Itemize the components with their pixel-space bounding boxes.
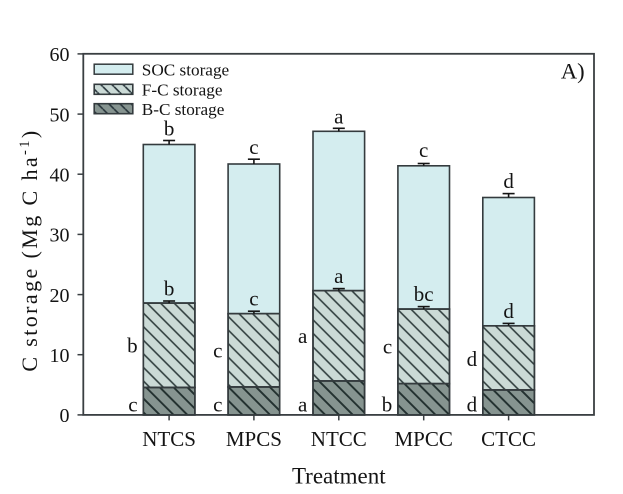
svg-text:d: d: [467, 347, 478, 371]
svg-text:b: b: [382, 393, 393, 417]
svg-text:NTCC: NTCC: [311, 427, 367, 451]
svg-text:c: c: [419, 138, 428, 162]
svg-text:c: c: [213, 393, 222, 417]
svg-text:30: 30: [50, 225, 70, 247]
svg-text:c: c: [249, 287, 258, 311]
svg-text:MPCC: MPCC: [395, 427, 453, 451]
svg-text:60: 60: [50, 44, 70, 66]
svg-text:C storage (Mg C ha-1): C storage (Mg C ha-1): [17, 128, 42, 371]
svg-text:b: b: [127, 333, 138, 357]
svg-text:b: b: [164, 117, 175, 141]
svg-text:MPCS: MPCS: [226, 427, 282, 451]
svg-text:b: b: [164, 277, 175, 301]
svg-text:c: c: [128, 393, 137, 417]
svg-text:d: d: [467, 393, 478, 417]
svg-text:F-C storage: F-C storage: [142, 80, 223, 99]
svg-text:a: a: [334, 104, 344, 128]
svg-text:A): A): [561, 59, 585, 84]
svg-text:a: a: [298, 324, 308, 348]
svg-text:0: 0: [60, 405, 70, 427]
svg-text:a: a: [298, 393, 308, 417]
svg-text:50: 50: [50, 104, 70, 126]
svg-text:NTCS: NTCS: [142, 427, 196, 451]
svg-text:B-C storage: B-C storage: [142, 100, 225, 119]
svg-text:40: 40: [50, 164, 70, 186]
svg-text:c: c: [383, 334, 392, 358]
svg-text:d: d: [503, 299, 514, 323]
svg-text:bc: bc: [414, 282, 434, 306]
svg-text:a: a: [334, 264, 344, 288]
svg-text:SOC storage: SOC storage: [142, 60, 230, 79]
svg-text:c: c: [213, 338, 222, 362]
svg-text:c: c: [249, 135, 258, 159]
svg-text:CTCC: CTCC: [481, 427, 536, 451]
svg-text:10: 10: [50, 345, 70, 367]
svg-text:Treatment: Treatment: [292, 464, 386, 489]
svg-text:20: 20: [50, 285, 70, 307]
svg-text:d: d: [503, 169, 514, 193]
